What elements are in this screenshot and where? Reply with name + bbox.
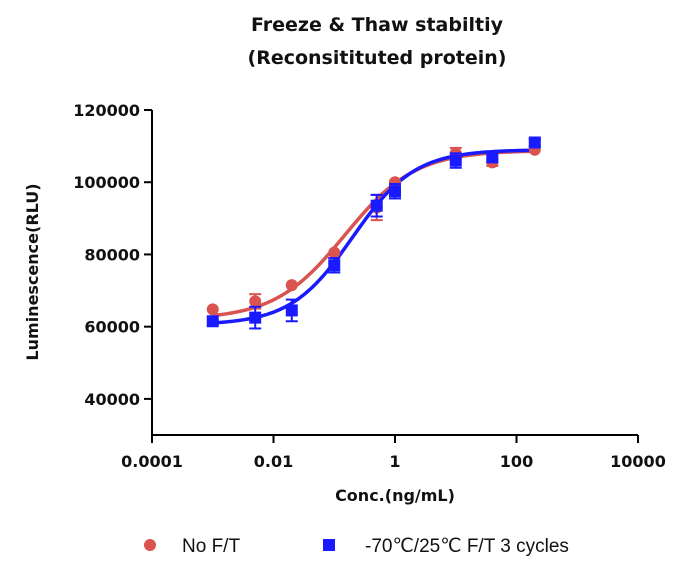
plot-area: 40000 60000 80000 100000 120000 0.0001 0.01 1 1…: [73, 101, 666, 471]
legend-label-ft-3-cycles: -70℃/25℃ F/T 3 cycles: [365, 536, 569, 557]
data-point-ft-3-cycles: [389, 185, 401, 198]
data-points: [206, 136, 541, 330]
x-tick-label: 0.0001: [121, 452, 183, 471]
x-tick-label: 1: [389, 452, 400, 471]
y-ticks: 40000 60000 80000 100000 120000: [73, 101, 152, 409]
data-point-ft-3-cycles: [206, 315, 219, 328]
data-point-no-ft: [249, 295, 262, 308]
y-tick-label: 40000: [84, 390, 140, 409]
x-tick-label: 100: [500, 452, 533, 471]
legend-marker-ft-3-cycles: [323, 539, 335, 551]
y-tick-label: 120000: [73, 101, 140, 120]
legend-label-no-ft: No F/T: [182, 536, 240, 557]
y-tick-label: 100000: [73, 173, 140, 192]
fit-curve-0: [212, 149, 535, 318]
data-point-ft-3-cycles: [249, 311, 262, 324]
data-point-ft-3-cycles: [486, 150, 499, 163]
x-tick-label: 0.01: [254, 452, 293, 471]
data-point-ft-3-cycles: [328, 259, 341, 272]
data-point-no-ft: [328, 246, 341, 259]
fit-curves: [212, 148, 535, 325]
data-point-no-ft: [206, 303, 219, 316]
fit-curve-1: [212, 148, 535, 325]
data-point-ft-3-cycles: [370, 199, 383, 212]
data-point-no-ft: [285, 279, 298, 292]
data-point-ft-3-cycles: [449, 154, 462, 167]
legend-marker-no-ft: [144, 539, 156, 551]
legend: No F/T -70℃/25℃ F/T 3 cycles: [144, 536, 569, 557]
y-tick-label: 80000: [84, 245, 140, 264]
chart-title-line-1: Freeze & Thaw stabiltiy: [251, 14, 504, 36]
y-axis-title: Luminescence(RLU): [23, 183, 42, 360]
x-ticks: 0.0001 0.01 1 100 10000: [121, 435, 666, 471]
data-point-ft-3-cycles: [285, 304, 298, 317]
data-point-ft-3-cycles: [528, 136, 541, 149]
chart-title-line-2: (Reconsitituted protein): [248, 47, 507, 69]
data-point-no-ft: [389, 176, 401, 189]
x-tick-label: 10000: [610, 452, 666, 471]
x-axis-title: Conc.(ng/mL): [335, 486, 455, 505]
y-tick-label: 60000: [84, 318, 140, 337]
